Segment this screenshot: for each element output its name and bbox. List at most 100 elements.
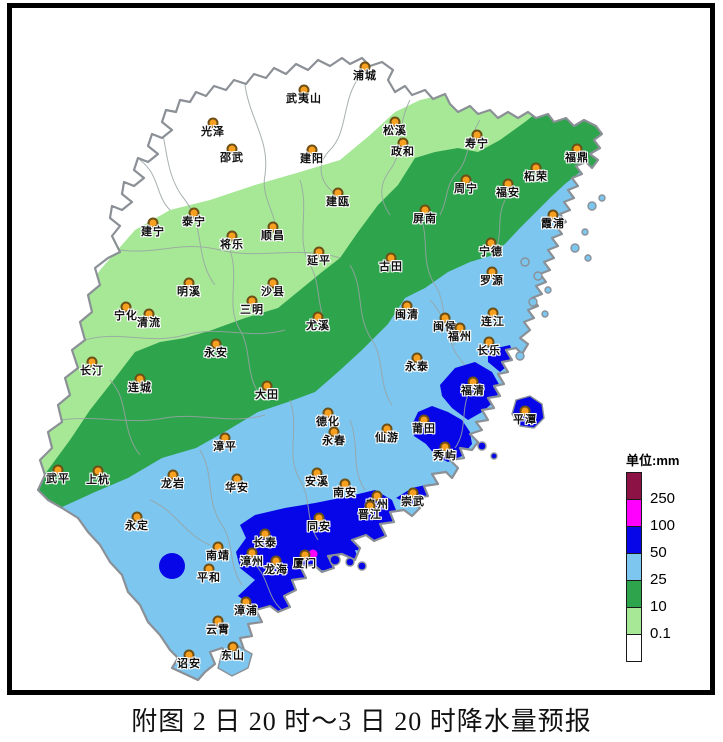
city-dot-icon xyxy=(571,143,583,155)
city-label: 平潭 xyxy=(513,414,537,426)
city-label: 长汀 xyxy=(80,365,104,377)
city-dot-icon xyxy=(246,547,258,559)
city-label: 浦城 xyxy=(353,70,377,82)
legend-swatch xyxy=(626,634,642,662)
city-label: 宁化 xyxy=(114,310,138,322)
city-label: 永定 xyxy=(125,520,149,532)
patch-50-pinghe xyxy=(159,553,185,579)
city-label: 泉州 xyxy=(365,499,389,511)
figure-caption: 附图 2 日 20 时～3 日 20 时降水量预报 xyxy=(131,707,592,736)
city-dot-icon xyxy=(259,528,271,540)
city-label: 南安 xyxy=(333,487,357,499)
city-dot-icon xyxy=(411,352,423,364)
city-dot-icon xyxy=(439,312,451,324)
city-label: 秀屿 xyxy=(433,450,457,462)
city-dot-icon xyxy=(131,511,143,523)
islet xyxy=(357,561,367,571)
city-dot-icon xyxy=(359,61,371,73)
city-label: 武平 xyxy=(46,473,70,485)
islet xyxy=(587,201,597,211)
legend-label: 100 xyxy=(650,517,676,534)
city-dot-icon xyxy=(226,143,238,155)
city-dot-icon xyxy=(267,221,279,233)
legend-swatch xyxy=(626,499,642,527)
city-label: 柘荣 xyxy=(524,171,548,183)
city-dot-icon xyxy=(147,217,159,229)
city-label: 沙县 xyxy=(261,286,285,298)
city-label: 上杭 xyxy=(86,474,110,486)
city-dot-icon xyxy=(226,230,238,242)
city-dot-icon xyxy=(502,178,514,190)
islet xyxy=(515,351,525,361)
city-dot-icon xyxy=(485,237,497,249)
legend-title: 单位:mm xyxy=(626,453,680,468)
city-dot-icon xyxy=(467,376,479,388)
city-dot-icon xyxy=(270,555,282,567)
city-dot-icon xyxy=(530,162,542,174)
legend-label: 250 xyxy=(650,490,676,507)
islet xyxy=(477,441,487,451)
city-label: 光泽 xyxy=(201,126,225,138)
city-dot-icon xyxy=(487,307,499,319)
legend-swatch xyxy=(626,607,642,635)
islet xyxy=(490,452,498,460)
city-dot-icon xyxy=(419,204,431,216)
city-label: 云霄 xyxy=(206,624,230,636)
city-label: 永春 xyxy=(322,435,346,447)
city-dot-icon xyxy=(210,338,222,350)
city-dot-icon xyxy=(240,596,252,608)
city-label: 莆田 xyxy=(412,423,436,435)
city-dot-icon xyxy=(332,187,344,199)
city-dot-icon xyxy=(407,487,419,499)
city-label: 尤溪 xyxy=(306,320,330,332)
city-dot-icon xyxy=(227,641,239,653)
city-dot-icon xyxy=(454,322,466,334)
city-label: 政和 xyxy=(391,146,415,158)
city-dot-icon xyxy=(471,129,483,141)
city-dot-icon xyxy=(364,500,376,512)
city-label: 古田 xyxy=(379,261,403,273)
city-label: 南靖 xyxy=(206,550,230,562)
city-dot-icon xyxy=(261,380,273,392)
city-label: 邵武 xyxy=(220,152,244,164)
city-label: 长乐 xyxy=(477,345,501,357)
city-label: 龙岩 xyxy=(161,478,185,490)
city-dot-icon xyxy=(167,469,179,481)
islet xyxy=(570,243,580,253)
islet xyxy=(598,194,606,202)
city-label: 漳州 xyxy=(240,556,264,568)
city-label: 龙海 xyxy=(264,564,288,576)
city-label: 东山 xyxy=(221,650,245,662)
city-dot-icon xyxy=(246,295,258,307)
city-dot-icon xyxy=(86,356,98,368)
county-boundaries xyxy=(59,69,506,611)
city-label: 德化 xyxy=(316,416,340,428)
city-dot-icon xyxy=(92,465,104,477)
city-dot-icon xyxy=(381,423,393,435)
city-label: 华安 xyxy=(225,482,249,494)
city-label: 延平 xyxy=(307,255,331,267)
city-dot-icon xyxy=(339,478,351,490)
city-label: 明溪 xyxy=(177,286,201,298)
city-label: 霞浦 xyxy=(541,218,565,230)
city-dot-icon xyxy=(371,490,383,502)
city-dot-icon xyxy=(52,464,64,476)
city-dot-icon xyxy=(439,441,451,453)
city-label: 建宁 xyxy=(141,226,165,238)
city-label: 顺昌 xyxy=(261,230,285,242)
city-label: 将乐 xyxy=(220,239,244,251)
city-dot-icon xyxy=(231,473,243,485)
legend-swatch xyxy=(626,526,642,554)
city-dot-icon xyxy=(267,277,279,289)
city-dot-icon xyxy=(313,512,325,524)
city-dot-icon xyxy=(328,426,340,438)
city-dot-icon xyxy=(519,405,531,417)
city-label: 宁德 xyxy=(479,246,503,258)
city-label: 福安 xyxy=(496,187,520,199)
city-label: 仙游 xyxy=(375,432,399,444)
islet xyxy=(544,286,552,294)
city-label: 漳平 xyxy=(213,441,237,453)
legend-swatch xyxy=(626,580,642,608)
city-label: 同安 xyxy=(307,521,331,533)
